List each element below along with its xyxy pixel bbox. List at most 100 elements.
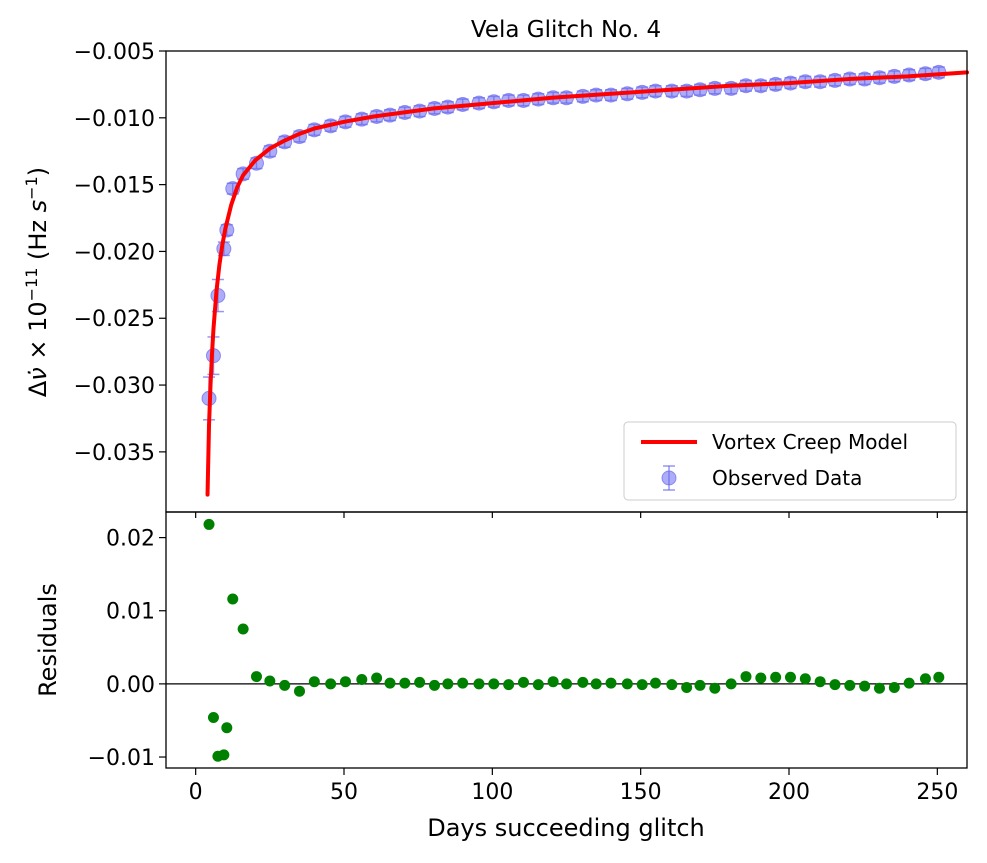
residual-point — [547, 676, 559, 688]
residual-point — [621, 678, 633, 690]
residual-point — [666, 679, 678, 691]
residual-point — [903, 677, 915, 689]
residual-point — [227, 593, 239, 605]
residual-point — [814, 676, 826, 688]
ylabel-unit-exponent: −1 — [22, 176, 41, 200]
residual-point — [829, 679, 841, 691]
ylabel-unit-hz: (Hz — [24, 212, 52, 267]
residual-point — [844, 679, 856, 691]
legend: Vortex Creep Model Observed Data — [623, 421, 957, 501]
residual-y-tick-label: 0.00 — [106, 673, 155, 698]
chart-title: Vela Glitch No. 4 — [471, 17, 661, 43]
residual-point — [384, 677, 396, 689]
residual-point — [442, 678, 454, 690]
residual-point — [221, 722, 233, 734]
main-y-tick-label: −0.015 — [74, 174, 155, 199]
residual-plot-area — [166, 518, 967, 762]
main-y-label: Δν̇ × 10−11 (Hz s−1) — [22, 167, 52, 397]
residual-point — [356, 673, 368, 685]
data-point — [679, 83, 695, 99]
residual-panel: −0.01 0.00 0.01 0.02 0 50 100 150 200 250 Residu… — [34, 511, 968, 842]
residual-point — [650, 677, 661, 689]
residual-point — [561, 678, 572, 690]
residual-point — [517, 676, 529, 688]
residual-point — [207, 712, 219, 724]
residual-point — [473, 678, 485, 690]
residual-point — [399, 677, 411, 689]
legend-data-label: Observed Data — [712, 466, 862, 490]
main-y-tick-label: −0.025 — [74, 307, 155, 332]
residual-point — [919, 673, 931, 685]
residual-point — [755, 672, 767, 684]
residual-point — [636, 679, 648, 691]
residual-point — [694, 679, 706, 691]
residual-point — [488, 678, 500, 690]
residual-point — [577, 676, 589, 688]
residual-point — [339, 676, 351, 688]
residual-point — [770, 671, 782, 683]
main-y-tick-label: −0.005 — [74, 40, 155, 65]
x-tick-label: 250 — [916, 780, 958, 805]
residual-point — [264, 675, 276, 687]
residual-point — [503, 679, 515, 691]
legend-box — [623, 421, 957, 501]
x-axis: 0 50 100 150 200 250 — [189, 768, 958, 805]
ylabel-unit-s: s — [24, 200, 52, 213]
residual-point — [725, 678, 737, 690]
residual-point — [873, 682, 885, 694]
residual-point — [237, 623, 249, 635]
residual-point — [457, 677, 469, 689]
main-y-tick-label: −0.020 — [74, 240, 155, 265]
data-point — [248, 155, 264, 171]
residual-point — [371, 672, 383, 684]
residual-point — [605, 677, 617, 689]
residual-point — [294, 685, 305, 697]
main-y-axis: −0.035 −0.030 −0.025 −0.020 −0.015 −0.010 −0.0… — [74, 40, 938, 518]
residual-y-tick-label: 0.02 — [106, 527, 155, 552]
residual-axes-frame — [165, 511, 968, 769]
model-curve — [205, 70, 969, 497]
ylabel-delta: Δ — [24, 380, 52, 397]
residual-point — [590, 678, 602, 690]
residual-point — [933, 671, 945, 683]
main-plot-area — [201, 64, 969, 497]
residual-y-axis: −0.01 0.00 0.01 0.02 — [88, 527, 166, 771]
ylabel-nu-dot: ν̇ — [24, 367, 52, 380]
residual-point — [709, 682, 721, 694]
legend-model-label: Vortex Creep Model — [712, 430, 908, 454]
residual-point — [308, 676, 320, 688]
residual-point — [325, 678, 337, 690]
residual-point — [279, 679, 291, 691]
residual-y-tick-label: −0.01 — [88, 746, 155, 771]
residual-point — [532, 679, 544, 691]
residual-point — [740, 671, 752, 683]
main-y-tick-label: −0.030 — [74, 374, 155, 399]
residual-point — [414, 676, 426, 688]
residual-point — [799, 673, 811, 685]
residual-point — [859, 680, 871, 692]
ylabel-times-ten: × 10 — [24, 301, 52, 367]
x-tick-label: 0 — [189, 780, 203, 805]
main-y-tick-label: −0.010 — [74, 107, 155, 132]
x-tick-label: 100 — [471, 780, 513, 805]
ylabel-exponent: −11 — [22, 268, 41, 302]
main-y-tick-label: −0.035 — [74, 441, 155, 466]
residual-point — [888, 682, 900, 694]
x-tick-label: 200 — [768, 780, 810, 805]
residual-point — [250, 671, 262, 683]
residual-point — [681, 682, 693, 694]
residual-y-label: Residuals — [34, 583, 62, 697]
residual-point — [218, 749, 230, 761]
residual-point — [784, 671, 796, 683]
residual-y-tick-label: 0.01 — [106, 600, 155, 625]
legend-data-marker — [661, 465, 677, 491]
legend-data-circle — [661, 470, 677, 486]
x-tick-label: 50 — [330, 780, 358, 805]
residual-point — [428, 679, 440, 691]
residual-point — [203, 518, 215, 530]
ylabel-close-paren: ) — [24, 167, 52, 176]
main-panel: −0.035 −0.030 −0.025 −0.020 −0.015 −0.010 −0.0… — [22, 40, 969, 518]
x-tick-label: 150 — [620, 780, 662, 805]
x-axis-label: Days succeeding glitch — [427, 814, 705, 842]
